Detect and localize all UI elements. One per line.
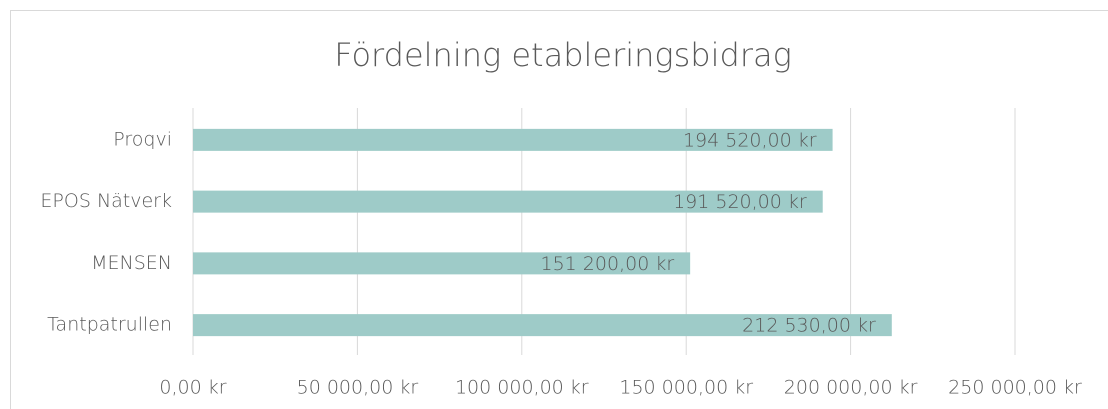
x-tick-label: 250 000,00 kr [948,377,1082,399]
value-label: 191 520,00 kr [673,191,807,213]
y-tick-label: EPOS Nätverk [40,190,172,212]
x-tick-label: 100 000,00 kr [455,377,589,399]
value-label: 194 520,00 kr [683,129,817,151]
x-tick-label: 0,00 kr [159,377,226,399]
x-tick-label: 50 000,00 kr [297,377,419,399]
bar [193,128,833,151]
value-label: 212 530,00 kr [742,315,876,337]
bar [193,190,823,213]
y-tick-label: MENSEN [91,252,172,274]
y-tick-label: Proqvi [113,128,172,150]
value-label: 151 200,00 kr [541,253,675,275]
bar [193,314,892,337]
bar [193,252,691,275]
x-tick-label: 150 000,00 kr [619,377,753,399]
y-tick-label: Tantpatrullen [47,314,172,336]
x-tick-label: 200 000,00 kr [784,377,918,399]
chart-title: Fördelning etableringsbidrag [334,36,792,74]
